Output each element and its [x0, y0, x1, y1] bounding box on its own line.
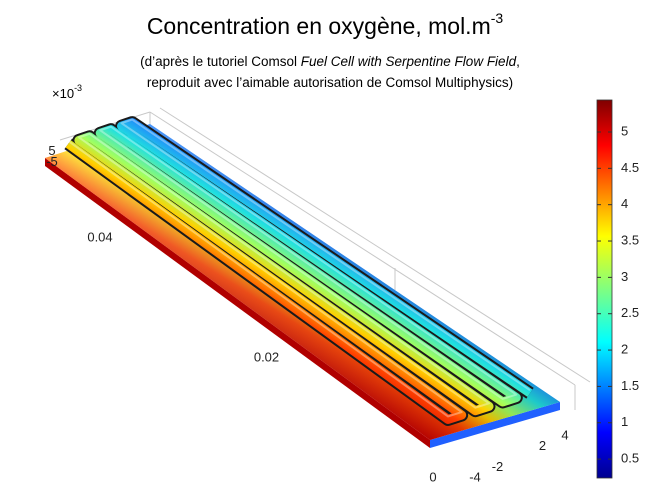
title-superscript: -3	[491, 10, 504, 26]
channel	[65, 118, 533, 424]
subtitle-segment: Fuel Cell with Serpentine Flow Field	[301, 54, 517, 69]
x-tick-label: -2	[492, 459, 504, 474]
colorbar: 0.5 1 1.5 2 2.5 3 3.5 4 4.5 5	[596, 99, 639, 479]
x-tick-label: 2	[539, 438, 546, 453]
y-tick-label: 0	[429, 469, 436, 484]
colorbar-tick-label: 5	[621, 123, 628, 138]
z-tick-label: 5	[48, 143, 55, 158]
multiplier-exponent: -3	[74, 83, 82, 93]
subtitle-line: reproduit avec l’aimable autorisation de…	[147, 75, 513, 90]
chart-title: Concentration en oxygène, mol.m-3	[147, 10, 504, 39]
channels	[64, 116, 534, 426]
x-tick-label: -4	[469, 469, 481, 484]
plate-side	[430, 402, 560, 448]
x-tick-label: 4	[561, 427, 568, 442]
colorbar-tick-label: 2	[621, 341, 628, 356]
subtitle-segment: ,	[516, 54, 520, 69]
colorbar-tick-label: 4.5	[621, 160, 639, 175]
colorbar-tick-label: 4	[621, 196, 628, 211]
multiplier-base: ×10	[52, 86, 74, 101]
plate-side	[45, 158, 430, 448]
colorbar-tick-label: 3	[621, 269, 628, 284]
colorbar-scale	[596, 99, 613, 479]
subtitle-line: (d’après le tutoriel Comsol Fuel Cell wi…	[140, 54, 520, 69]
colorbar-tick-label: 3.5	[621, 232, 639, 247]
subtitle: (d’après le tutoriel Comsol Fuel Cell wi…	[140, 54, 520, 90]
subtitle-segment: (d’après le tutoriel Comsol	[140, 54, 301, 69]
axis-ticks: 0 0.02 0.04 -4 -2 24 5-5	[46, 143, 568, 485]
y-tick-label: 0.02	[254, 349, 279, 364]
z-tick-label: -5	[46, 154, 58, 169]
z-multiplier: ×10-3	[52, 83, 82, 101]
colorbar-tick-label: 1.5	[621, 378, 639, 393]
colorbar-tick-label: 0.5	[621, 451, 639, 466]
channel-highlight	[67, 118, 531, 418]
title-text: Concentration en oxygène, mol.m	[147, 13, 491, 39]
subtitle-segment: reproduit avec l’aimable autorisation de…	[147, 75, 513, 90]
y-tick-label: 0.04	[87, 229, 112, 244]
colorbar-tick-label: 2.5	[621, 305, 639, 320]
colorbar-tick-label: 1	[621, 414, 628, 429]
